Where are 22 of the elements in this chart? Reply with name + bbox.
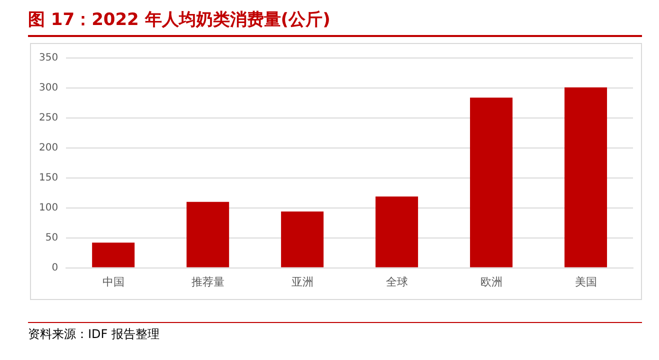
x-tick-label: 亚洲 <box>291 275 314 288</box>
y-tick-label: 0 <box>52 262 58 274</box>
x-tick-label: 欧洲 <box>480 275 502 288</box>
x-tick-label: 全球 <box>386 275 408 288</box>
bar <box>281 211 324 268</box>
bar <box>564 87 608 268</box>
x-tick-label: 推荐量 <box>191 275 224 288</box>
y-tick-label: 250 <box>38 112 58 124</box>
text: 资料来源：IDF 报告整理 <box>28 326 160 343</box>
chart-title: 图 17：2022 年人均奶类消费量(公斤) <box>28 9 330 31</box>
x-tick-label: 中国 <box>102 275 124 288</box>
bar <box>376 196 418 268</box>
y-tick-label: 100 <box>38 202 58 214</box>
bar <box>186 202 230 268</box>
x-tick-label: 美国 <box>574 275 597 288</box>
y-tick-label: 200 <box>38 142 58 154</box>
y-tick-label: 350 <box>38 52 58 64</box>
y-tick-label: 300 <box>38 82 58 94</box>
y-tick-label: 150 <box>38 172 58 184</box>
bar <box>92 242 135 268</box>
bar <box>470 98 513 268</box>
y-tick-label: 50 <box>45 232 58 244</box>
